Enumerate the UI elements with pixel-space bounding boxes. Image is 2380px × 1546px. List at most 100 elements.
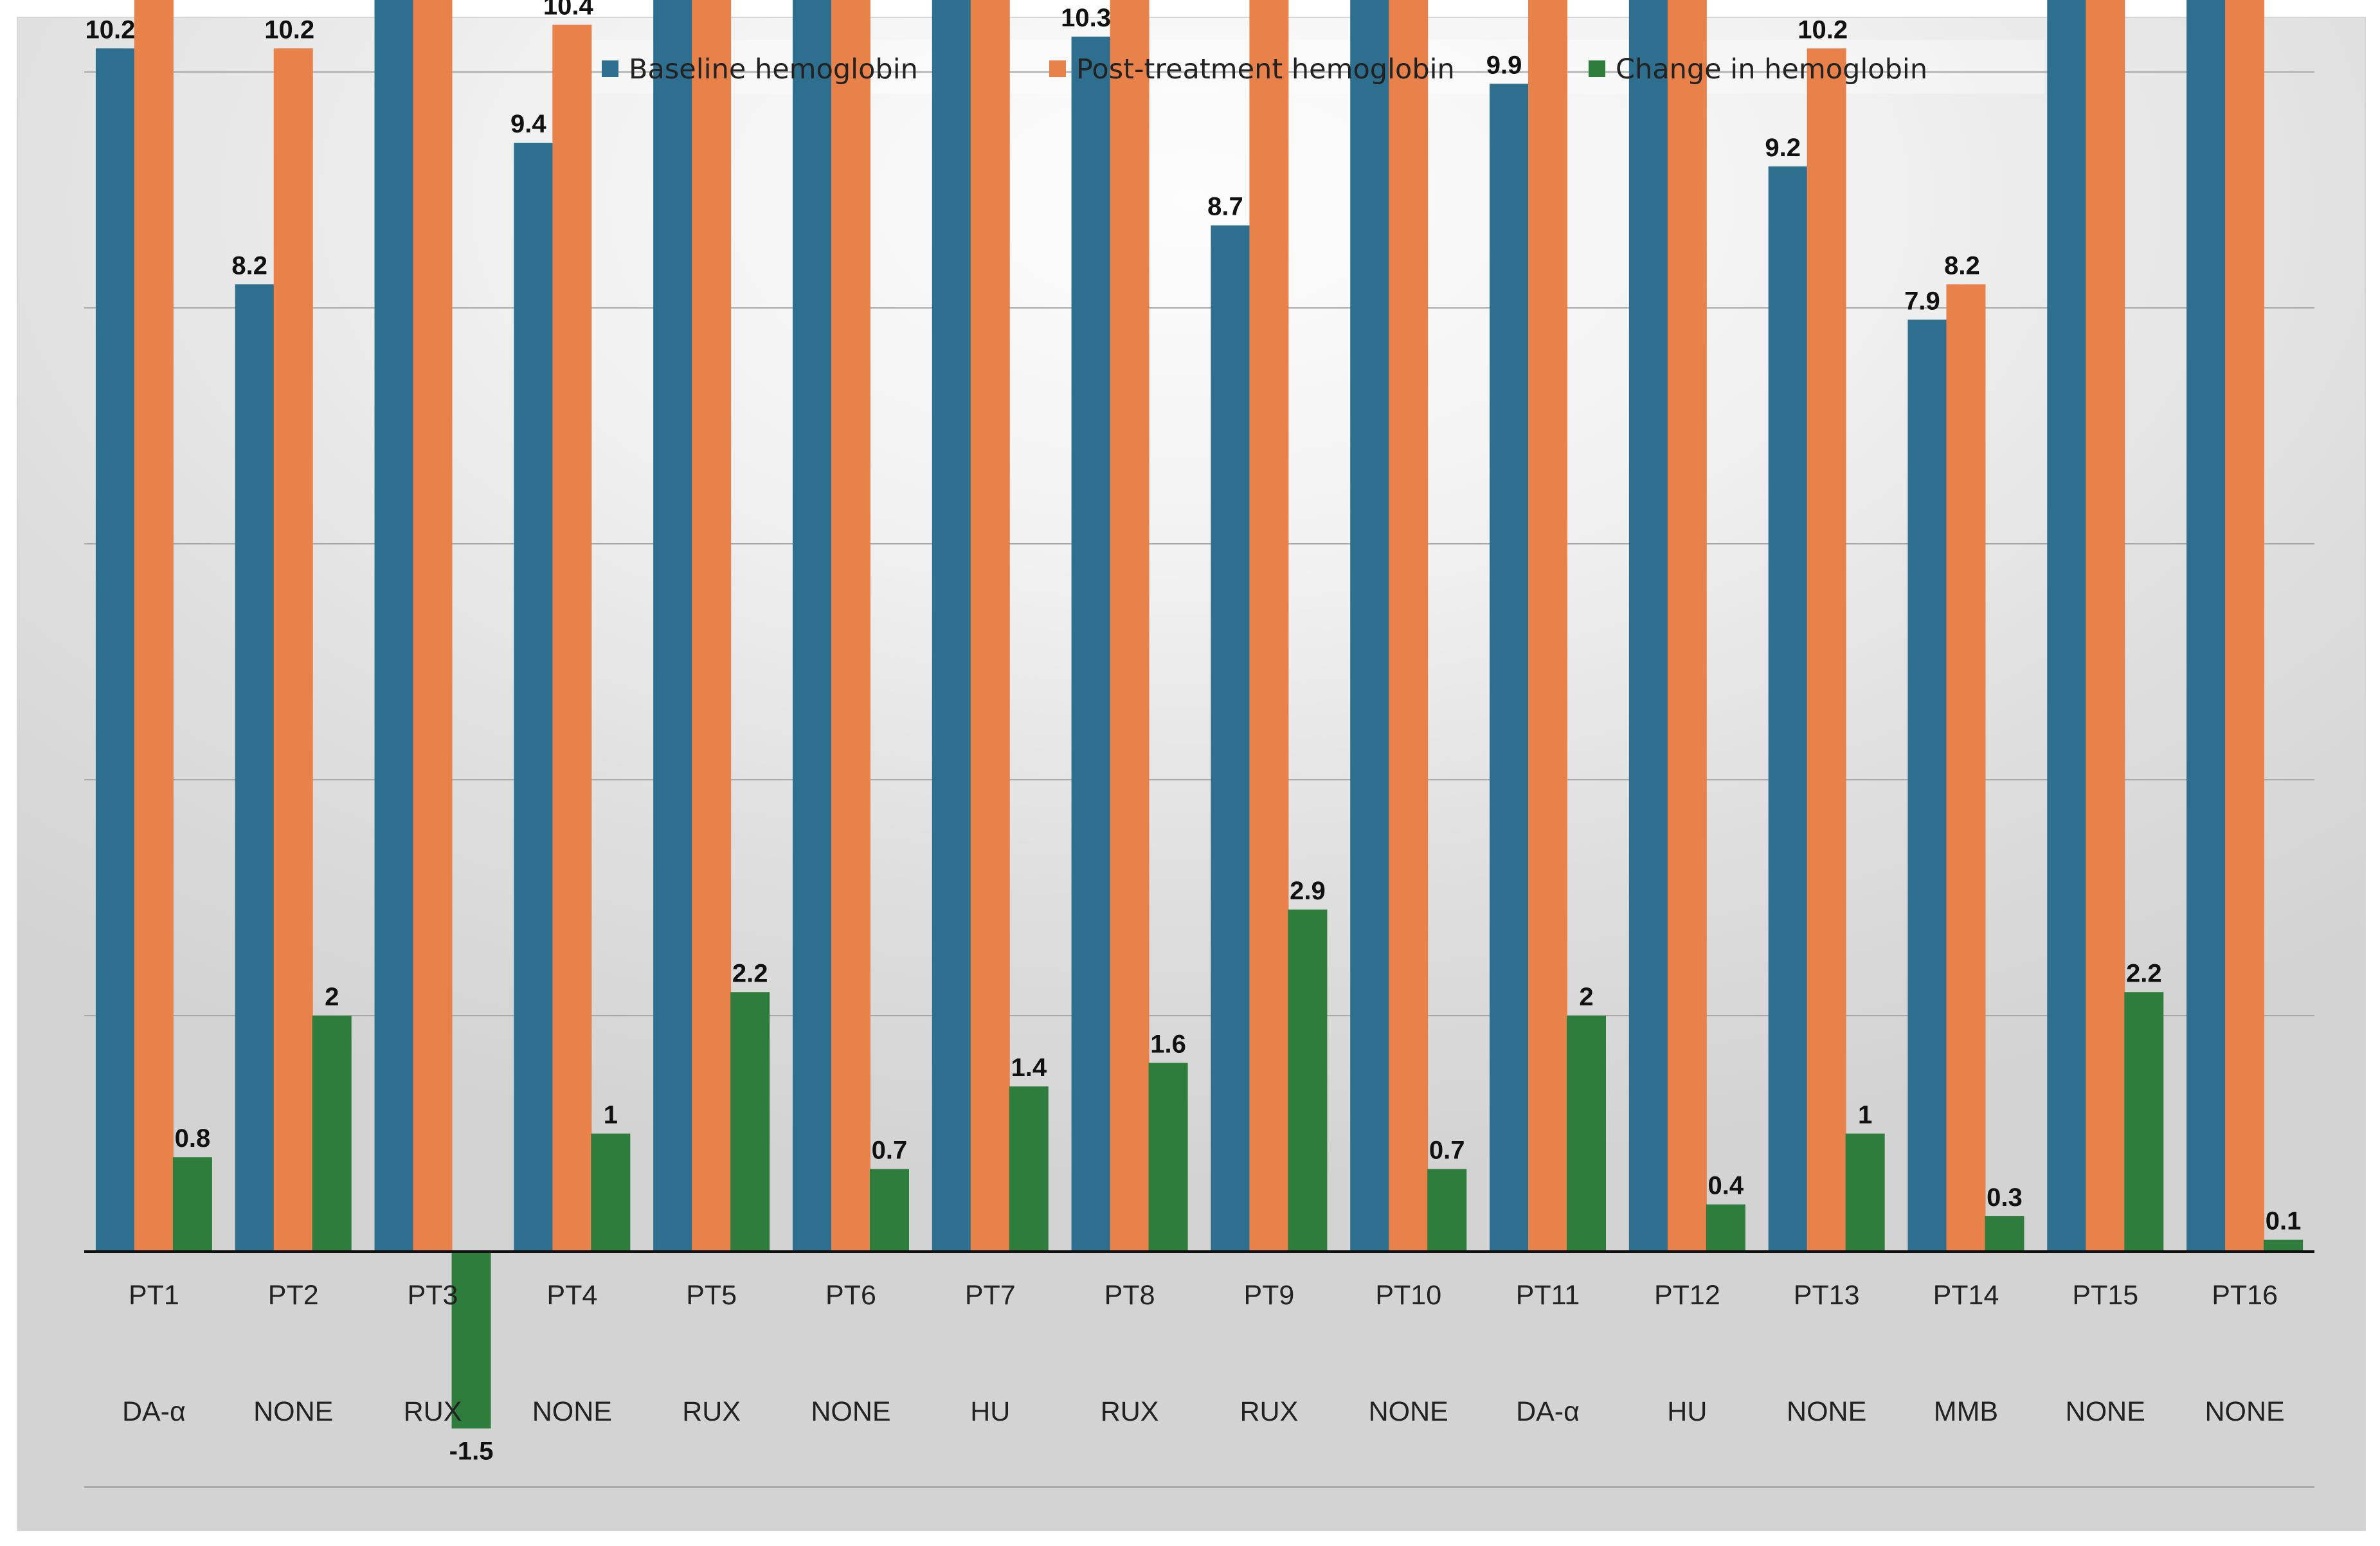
bar-0-pt4: [514, 143, 554, 1252]
bar-0-pt3: [374, 0, 414, 1252]
treatment-label: RUX: [682, 1396, 741, 1427]
treatment-label: RUX: [404, 1396, 462, 1427]
bar-0-pt10: [1350, 0, 1390, 1252]
legend-label: Post-treatment hemoglobin: [1076, 53, 1455, 85]
data-label: 2.2: [732, 959, 768, 987]
treatment-label: RUX: [1101, 1396, 1159, 1427]
bar-2-pt2: [312, 1016, 352, 1252]
bar-0-pt15: [2047, 0, 2087, 1252]
bar-2-pt6: [869, 1169, 909, 1252]
treatment-label: NONE: [811, 1396, 890, 1427]
bar-1-pt6: [831, 0, 870, 1252]
data-label: 9.4: [510, 110, 546, 138]
data-label: 2.9: [1290, 877, 1326, 905]
bar-2-pt9: [1288, 909, 1328, 1252]
bar-1-pt4: [552, 24, 592, 1252]
bar-2-pt13: [1845, 1133, 1885, 1252]
bar-2-pt3: [451, 1252, 491, 1429]
treatment-label: NONE: [2204, 1396, 2284, 1427]
category-label: PT1: [129, 1280, 179, 1311]
treatment-label: HU: [1667, 1396, 1707, 1427]
category-label: PT13: [1794, 1280, 1860, 1311]
bars: [95, 0, 2303, 1429]
data-labels: 10.2110.88.210.2212.310.8-1.59.410.4110.…: [85, 0, 2301, 1465]
bar-2-pt12: [1706, 1204, 1745, 1252]
bar-1-pt16: [2225, 0, 2265, 1252]
treatment-label: NONE: [2066, 1396, 2145, 1427]
category-labels: PT1 PT2 PT3 PT4 PT5 PT6 PT7 PT8 PT9 PT10 PT11 PT12 P…: [129, 1280, 2278, 1311]
data-label: 0.7: [872, 1137, 908, 1165]
treatment-label: NONE: [1369, 1396, 1448, 1427]
data-label: -1.5: [449, 1437, 494, 1465]
bar-1-pt15: [2086, 0, 2125, 1252]
category-label: PT14: [1933, 1280, 1999, 1311]
bar-0-pt7: [932, 0, 971, 1252]
bar-2-pt16: [2264, 1239, 2303, 1252]
category-label: PT15: [2072, 1280, 2138, 1311]
data-label: 2: [1579, 983, 1593, 1011]
category-label: PT2: [268, 1280, 319, 1311]
category-label: PT16: [2212, 1280, 2278, 1311]
bar-0-pt14: [1907, 319, 1947, 1252]
data-label: 1.6: [1150, 1030, 1186, 1058]
bar-0-pt5: [653, 0, 693, 1252]
bar-2-pt8: [1148, 1063, 1188, 1252]
data-label: 9.2: [1765, 134, 1801, 162]
data-label: 10.2: [1798, 15, 1848, 44]
data-label: 0.3: [1987, 1183, 2023, 1212]
category-label: PT4: [546, 1280, 597, 1311]
data-label: 7.9: [1904, 287, 1940, 315]
category-label: PT3: [408, 1280, 458, 1311]
data-label: 1: [1858, 1101, 1872, 1129]
data-label: 10.2: [264, 15, 314, 44]
bar-2-pt7: [1009, 1086, 1049, 1252]
bar-2-pt1: [172, 1157, 212, 1252]
data-label: 8.2: [1944, 251, 1980, 280]
bar-0-pt8: [1071, 36, 1111, 1252]
legend-swatch: [1589, 60, 1605, 77]
bar-0-pt6: [792, 0, 832, 1252]
legend: Baseline hemoglobin Post-treatment hemogl…: [602, 53, 1927, 85]
treatment-label: NONE: [532, 1396, 612, 1427]
bar-0-pt16: [2186, 0, 2226, 1252]
bar-1-pt2: [273, 48, 313, 1252]
data-label: 0.1: [2266, 1207, 2302, 1236]
treatment-label: DA-α: [122, 1396, 186, 1427]
bar-2-pt5: [730, 992, 770, 1252]
bar-1-pt3: [413, 0, 453, 1252]
bar-0-pt11: [1490, 84, 1529, 1252]
bar-1-pt12: [1667, 0, 1707, 1252]
category-label: PT5: [686, 1280, 737, 1311]
data-label: 8.7: [1207, 193, 1243, 221]
bar-1-pt13: [1807, 48, 1846, 1252]
treatment-label: DA-α: [1516, 1396, 1580, 1427]
data-label: 10.3: [1061, 4, 1111, 32]
category-label: PT8: [1104, 1280, 1155, 1311]
bar-1-pt14: [1946, 284, 1986, 1252]
data-label: 8.2: [231, 251, 267, 280]
bar-1-pt10: [1389, 0, 1429, 1252]
treatment-labels: DA-α NONE RUX NONE RUX NONE HU RUX RUX NONE DA-α HU…: [122, 1396, 2285, 1427]
data-label: 1.4: [1011, 1054, 1047, 1082]
bar-0-pt9: [1211, 225, 1250, 1252]
bar-1-pt11: [1528, 0, 1568, 1252]
bar-1-pt5: [692, 0, 732, 1252]
category-label: PT6: [825, 1280, 876, 1311]
bar-2-pt15: [2124, 992, 2164, 1252]
data-label: 1: [604, 1101, 618, 1129]
bar-2-pt14: [1985, 1216, 2024, 1252]
treatment-label: HU: [970, 1396, 1010, 1427]
category-label: PT10: [1375, 1280, 1441, 1311]
bar-0-pt1: [95, 48, 135, 1252]
data-label: 0.7: [1429, 1137, 1465, 1165]
category-label: PT11: [1516, 1280, 1580, 1311]
bar-2-pt10: [1427, 1169, 1467, 1252]
category-label: PT12: [1654, 1280, 1720, 1311]
treatment-label: RUX: [1240, 1396, 1299, 1427]
legend-label: Baseline hemoglobin: [629, 53, 918, 85]
bar-1-pt9: [1249, 0, 1289, 1252]
bar-2-pt4: [591, 1133, 631, 1252]
data-label: 10.2: [85, 15, 135, 44]
bar-1-pt1: [134, 0, 174, 1252]
data-label: 2: [325, 983, 339, 1011]
